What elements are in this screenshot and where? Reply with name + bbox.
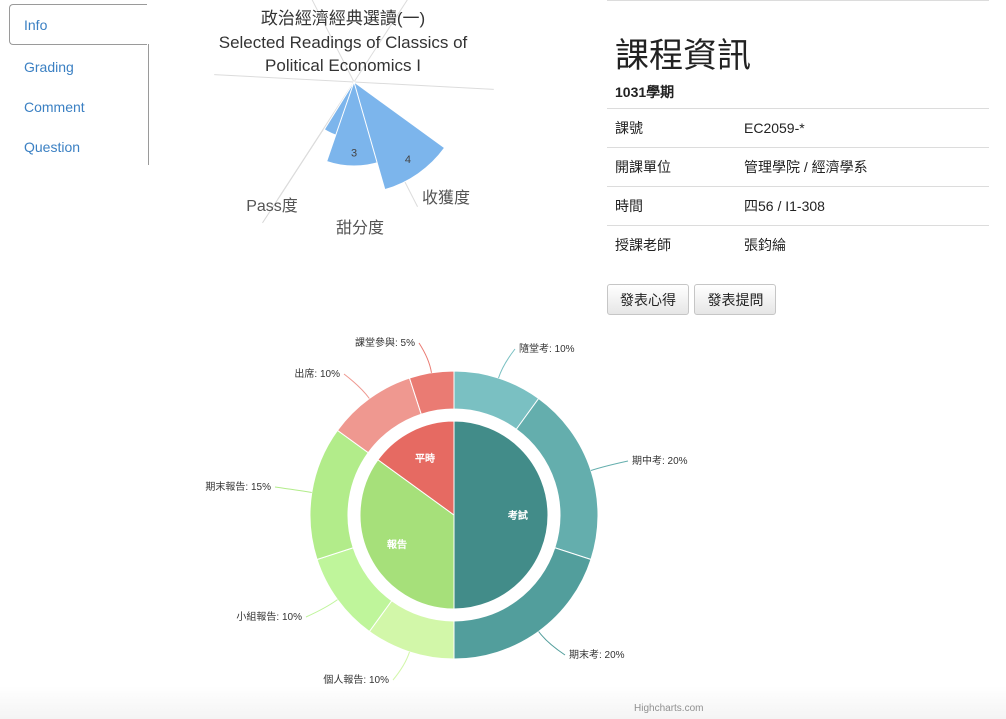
row-value: EC2059-*	[736, 108, 989, 148]
action-buttons: 發表心得 發表提問	[607, 284, 777, 315]
course-info-table: 課號 EC2059-* 開課單位 管理學院 / 經濟學系 時間 四56 / I1…	[607, 108, 989, 264]
row-key: 課號	[607, 108, 736, 148]
donut-data-label: 小組報告: 10%	[236, 610, 302, 623]
donut-connector	[343, 373, 370, 399]
tab-rail	[148, 44, 149, 165]
bottom-fade	[0, 686, 1006, 719]
donut-slice	[408, 370, 455, 415]
donut-connector	[418, 342, 432, 373]
donut-data-label: 出席: 10%	[294, 367, 340, 380]
pie-slice-label: 報告	[387, 538, 407, 551]
tab-grading[interactable]: Grading	[24, 59, 74, 75]
share-review-button[interactable]: 發表心得	[607, 284, 689, 315]
ask-question-button[interactable]: 發表提問	[694, 284, 777, 315]
donut-data-label: 隨堂考: 10%	[519, 342, 575, 355]
term-label: 1031學期	[615, 84, 675, 100]
polar-radial-line	[353, 81, 494, 90]
donut-data-label: 課堂參與: 5%	[355, 336, 415, 349]
table-row: 開課單位 管理學院 / 經濟學系	[607, 147, 989, 187]
polar-category-label: 收獲度	[422, 189, 470, 207]
row-key: 開課單位	[607, 147, 736, 187]
polar-chart: 234Pass度甜分度收獲度政治經濟經典選讀(一)Selected Readin…	[214, 0, 494, 237]
donut-data-label: 期末考: 20%	[569, 648, 625, 661]
donut-connector	[274, 486, 312, 493]
donut-connector	[392, 651, 410, 681]
donut-data-label: 期末報告: 15%	[205, 480, 271, 493]
pie-slice-label: 平時	[415, 452, 435, 465]
donut-slice	[309, 429, 369, 561]
donut-data-label: 個人報告: 10%	[323, 673, 389, 686]
table-row: 授課老師 張鈞綸	[607, 225, 989, 264]
row-key: 時間	[607, 186, 736, 226]
row-value: 管理學院 / 經濟學系	[736, 147, 989, 187]
row-value: 四56 / I1-308	[736, 186, 989, 226]
pie-slice	[453, 420, 549, 610]
donut-connector	[305, 599, 338, 618]
tab-comment[interactable]: Comment	[24, 99, 85, 115]
donut-connector	[538, 631, 566, 656]
table-row: 時間 四56 / I1-308	[607, 186, 989, 226]
polar-radial-line	[311, 0, 355, 83]
table-row: 課號 EC2059-*	[607, 108, 989, 148]
polar-bar	[353, 80, 446, 191]
pie-slice	[377, 420, 455, 516]
polar-subtitle-line: Selected Readings of Classics of	[219, 33, 468, 52]
donut-connector	[498, 348, 516, 379]
page-title: 課程資訊	[615, 37, 751, 75]
polar-radial-line	[353, 0, 408, 83]
donut-connector	[590, 460, 629, 471]
tab-question[interactable]: Question	[24, 139, 81, 155]
row-value: 張鈞綸	[736, 225, 989, 264]
polar-category-label: 甜分度	[336, 219, 384, 237]
chart-credits[interactable]: Highcharts.com	[634, 703, 704, 714]
polar-radial-line	[214, 74, 355, 83]
divider	[607, 0, 989, 1]
tab-info[interactable]: Info	[9, 4, 148, 45]
polar-category-label: Pass度	[246, 197, 298, 215]
polar-data-label: 4	[405, 154, 411, 166]
donut-data-label: 期中考: 20%	[632, 454, 688, 467]
polar-subtitle-line: Political Economics I	[265, 56, 421, 75]
pie-slice-label: 考試	[508, 509, 528, 522]
polar-title: 政治經濟經典選讀(一)	[261, 9, 425, 28]
polar-data-label: 3	[351, 148, 357, 160]
row-key: 授課老師	[607, 225, 736, 264]
pie-slice	[359, 459, 455, 610]
sidebar-tabs: Info Grading Comment Question	[0, 0, 149, 165]
